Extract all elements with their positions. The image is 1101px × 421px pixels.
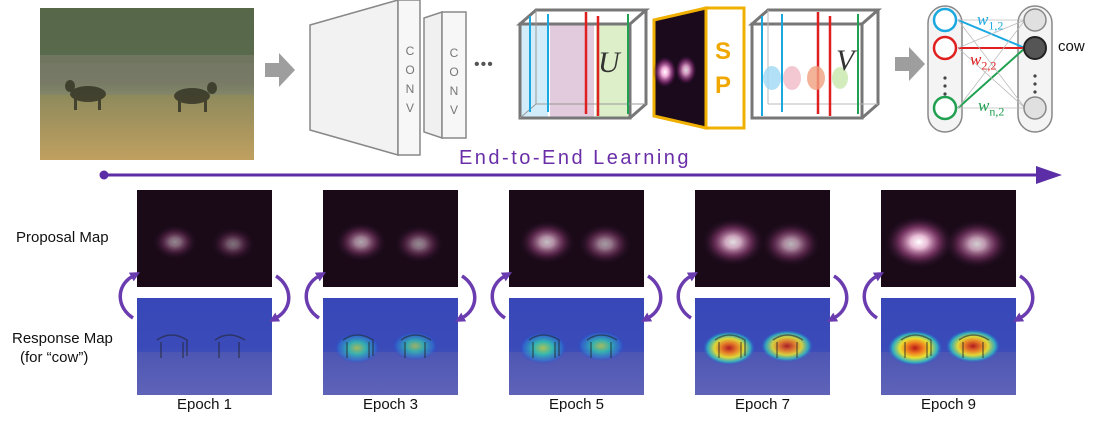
output-node-cow [1023, 36, 1047, 60]
sp-label-s: S [715, 38, 732, 65]
conv-block-2 [423, 10, 467, 140]
output-class-label: cow [1058, 38, 1085, 55]
response-map [695, 298, 830, 395]
input-node-3 [932, 95, 958, 121]
end-to-end-title: End-to-End Learning [458, 147, 692, 169]
weight-label-1: w1,2 [977, 10, 1004, 33]
output-ellipsis-dot [1033, 82, 1037, 86]
output-ellipsis-dot [1033, 74, 1037, 78]
proposal-map [137, 190, 272, 287]
refinement-cycle-arrows [118, 272, 291, 322]
refinement-cycle-arrows [676, 272, 849, 322]
proposal-map [509, 190, 644, 287]
input-node-1 [932, 7, 958, 33]
response-map [137, 298, 272, 395]
learning-timeline [99, 166, 1062, 184]
classifier-network [927, 5, 1053, 133]
response-map [881, 298, 1016, 395]
epoch-column [490, 190, 663, 395]
weight-label-3: wn,2 [978, 96, 1005, 119]
input-node-2 [932, 35, 958, 61]
proposal-map [323, 190, 458, 287]
input-ellipsis-dot [943, 76, 947, 80]
v-feature-cube [748, 8, 882, 120]
v-label: V [836, 44, 855, 77]
response-map [323, 298, 458, 395]
sp-label-p: P [715, 72, 732, 99]
input-ellipsis-dot [943, 84, 947, 88]
flow-arrow-1 [265, 53, 295, 87]
conv-block-1 [309, 0, 421, 156]
output-node-n [1023, 96, 1047, 120]
input-ellipsis-dot [943, 92, 947, 96]
epoch-column [676, 190, 849, 395]
input-photo [40, 8, 254, 160]
proposal-map [881, 190, 1016, 287]
proposal-map-label: Proposal Map [16, 229, 109, 246]
epoch-label: Epoch 7 [734, 396, 791, 413]
ellipsis-dots: ••• [474, 56, 494, 73]
epoch-label: Epoch 5 [548, 396, 605, 413]
epoch-column [118, 190, 291, 395]
response-map-sublabel: (for “cow”) [20, 349, 89, 366]
response-map-label: Response Map [12, 330, 113, 347]
epoch-label: Epoch 3 [362, 396, 419, 413]
u-label: U [598, 46, 620, 79]
sp-block [652, 6, 746, 130]
refinement-cycle-arrows [862, 272, 1035, 322]
epoch-label: Epoch 9 [920, 396, 977, 413]
u-feature-cube [516, 8, 650, 120]
refinement-cycle-arrows [304, 272, 477, 322]
epoch-column [304, 190, 477, 395]
weight-label-2: w2,2 [970, 50, 997, 73]
response-map [509, 298, 644, 395]
epoch-label: Epoch 1 [176, 396, 233, 413]
epoch-column [862, 190, 1035, 395]
output-node-1 [1023, 8, 1047, 32]
refinement-cycle-arrows [490, 272, 663, 322]
flow-arrow-2 [895, 47, 925, 81]
proposal-map [695, 190, 830, 287]
output-ellipsis-dot [1033, 90, 1037, 94]
